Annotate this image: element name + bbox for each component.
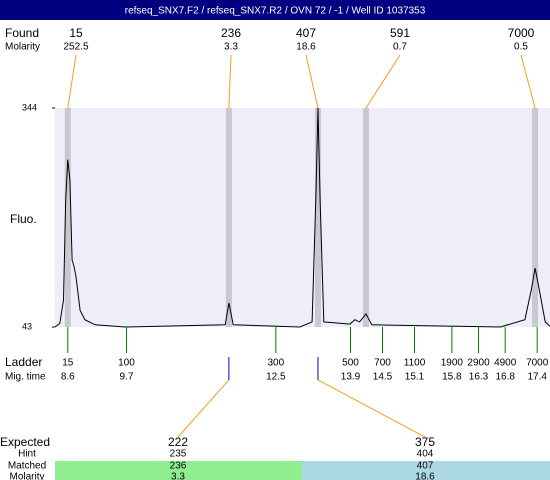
expected-size: 222 [168, 435, 188, 449]
title: refseq_SNX7.F2 / refseq_SNX7.R2 / OVN 72… [125, 6, 426, 17]
ladder-size: 100 [118, 358, 135, 369]
peak-band [314, 108, 321, 327]
molarity-value: 18.6 [415, 472, 435, 480]
molarity-value: 3.3 [171, 472, 185, 480]
peak-leader [305, 54, 319, 109]
peak-leader [67, 54, 77, 109]
found-molarity: 252.5 [63, 42, 88, 53]
expected-size: 375 [415, 435, 435, 449]
hint-label: Hint [18, 449, 36, 460]
ladder-time: 13.9 [341, 372, 361, 383]
peak-leader [228, 54, 232, 109]
ladder-time: 12.5 [266, 372, 286, 383]
matched-value: 407 [417, 461, 434, 472]
match-leader [177, 379, 230, 438]
matched-band [55, 461, 302, 480]
matched-value: 236 [170, 461, 187, 472]
ladder-time: 15.1 [405, 372, 425, 383]
hint-value: 404 [417, 449, 434, 460]
molarity-label: Molarity [9, 472, 44, 480]
ladder-time: 17.4 [527, 372, 547, 383]
ladder-size: 700 [374, 358, 391, 369]
found-label: Found [5, 26, 39, 40]
match-leader [317, 379, 426, 438]
ladder-size: 7000 [526, 358, 549, 369]
plot-area [55, 108, 550, 327]
ladder-time: 15.8 [442, 372, 462, 383]
molarity-label: Molarity [5, 42, 40, 53]
found-size: 236 [221, 26, 241, 40]
found-size: 407 [296, 26, 316, 40]
y-tick-label: 344 [22, 102, 37, 112]
ladder-size: 1900 [441, 358, 464, 369]
found-molarity: 0.5 [514, 42, 528, 53]
title-bar [0, 0, 550, 20]
peak-band [64, 108, 71, 327]
found-size: 7000 [508, 26, 535, 40]
ladder-size: 500 [342, 358, 359, 369]
ladder-size: 4900 [494, 358, 517, 369]
ladder-time: 16.3 [469, 372, 489, 383]
hint-value: 235 [170, 449, 187, 460]
y-tick-label: 43 [22, 321, 32, 331]
ladder-label: Ladder [5, 355, 42, 369]
found-molarity: 18.6 [296, 42, 316, 53]
peak-leader [520, 54, 536, 109]
ladder-size: 2900 [467, 358, 490, 369]
matched-band [302, 461, 550, 480]
peak-band [362, 108, 369, 327]
ladder-time: 8.6 [61, 372, 75, 383]
peak-band [225, 108, 232, 327]
ladder-size: 300 [267, 358, 284, 369]
mig-time-label: Mig. time [5, 372, 46, 383]
found-molarity: 3.3 [224, 42, 238, 53]
trace [54, 107, 550, 328]
ladder-time: 9.7 [120, 372, 134, 383]
expected-label: Expected [0, 435, 50, 449]
ladder-time: 16.8 [495, 372, 515, 383]
found-size: 591 [390, 26, 410, 40]
peak-leader [365, 54, 401, 109]
ladder-time: 14.5 [373, 372, 393, 383]
y-axis-label: Fluo. [10, 212, 37, 226]
found-molarity: 0.7 [393, 42, 407, 53]
peak-band [532, 108, 539, 327]
found-size: 15 [69, 26, 83, 40]
ladder-size: 15 [62, 358, 74, 369]
matched-label: Matched [8, 461, 46, 472]
ladder-size: 1100 [404, 358, 426, 369]
